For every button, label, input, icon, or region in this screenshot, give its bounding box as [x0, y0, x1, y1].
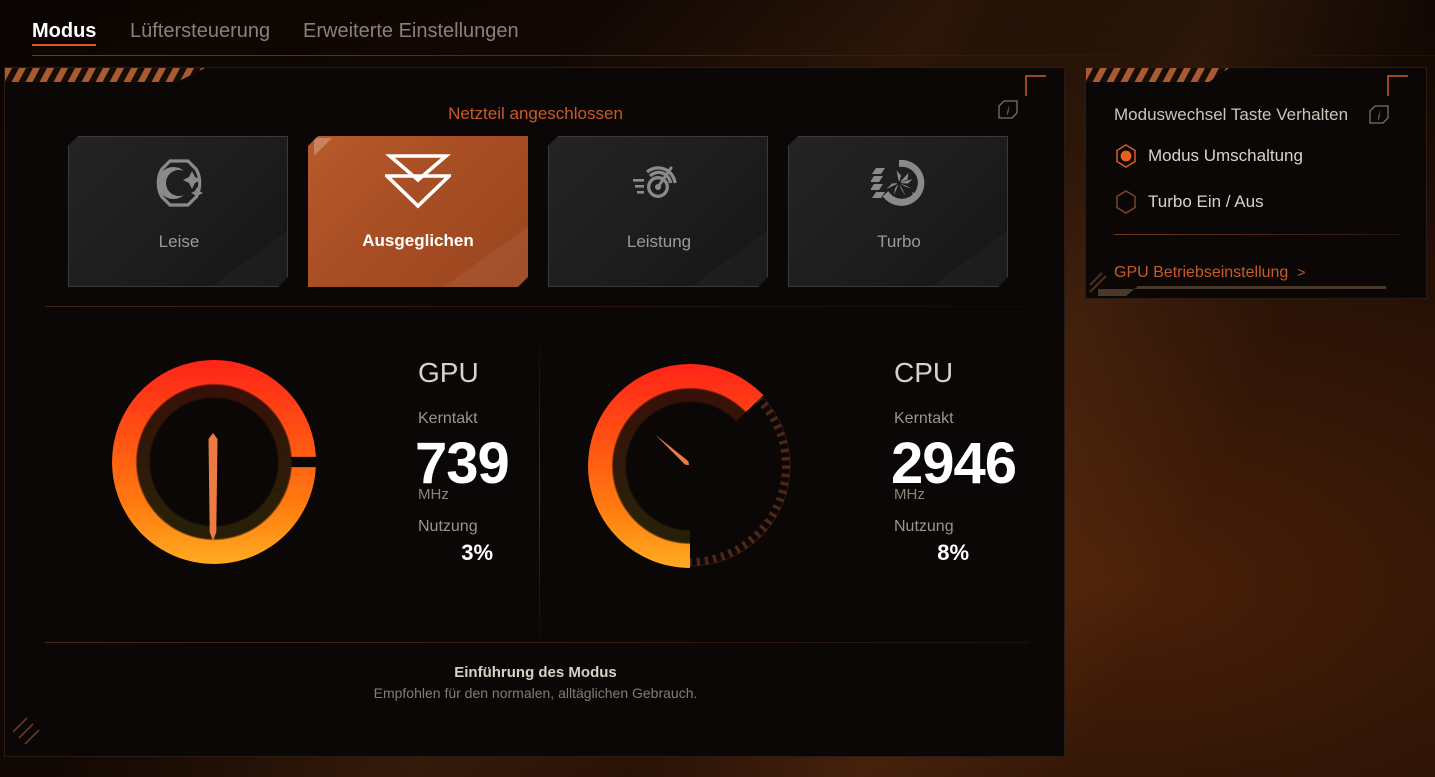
- svg-text:i: i: [1378, 111, 1381, 123]
- svg-text:i: i: [1007, 106, 1010, 118]
